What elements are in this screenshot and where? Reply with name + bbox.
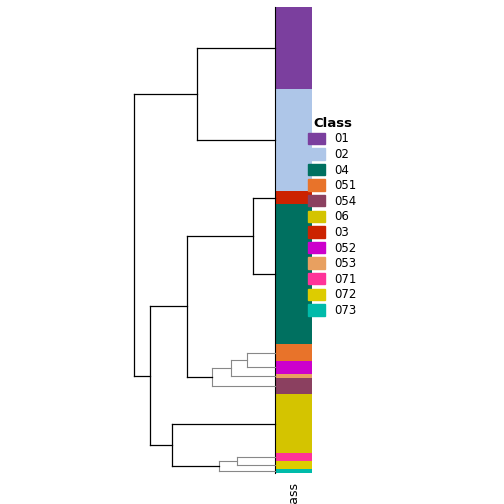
Bar [275,7,312,89]
Bar [275,361,312,373]
Bar [275,378,312,394]
Bar [275,89,312,192]
Bar [275,204,312,344]
Text: Class: Class [287,482,300,504]
Bar [275,461,312,469]
Bar [275,469,312,473]
Legend: 01, 02, 04, 051, 054, 06, 03, 052, 053, 071, 072, 073: 01, 02, 04, 051, 054, 06, 03, 052, 053, … [308,117,357,317]
Bar [275,344,312,361]
Bar [275,373,312,378]
Bar [275,453,312,461]
Bar [275,394,312,453]
Bar [275,192,312,204]
